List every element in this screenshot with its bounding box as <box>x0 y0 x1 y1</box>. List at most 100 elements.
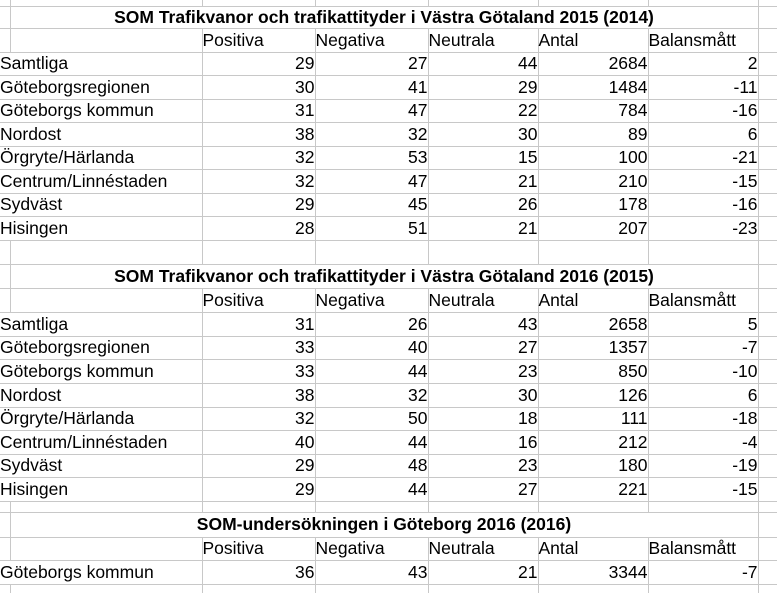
value-cell[interactable]: 23 <box>428 359 539 384</box>
row-label[interactable]: Centrum/Linnéstaden <box>0 430 203 455</box>
column-header-neutrala[interactable]: Neutrala <box>428 288 539 313</box>
value-cell[interactable]: -7 <box>648 336 759 360</box>
value-cell[interactable]: 29 <box>428 75 539 100</box>
value-cell[interactable]: 32 <box>315 383 429 408</box>
value-cell[interactable]: 6 <box>648 122 759 147</box>
value-cell[interactable]: 180 <box>538 454 649 478</box>
value-cell[interactable]: 44 <box>315 477 429 502</box>
row-label[interactable]: Göteborgs kommun <box>0 359 203 384</box>
row-label[interactable]: Nordost <box>0 383 203 408</box>
value-cell[interactable]: 45 <box>315 193 429 217</box>
value-cell[interactable]: -23 <box>648 216 759 241</box>
value-cell[interactable]: 2 <box>648 52 759 76</box>
column-header-antal[interactable]: Antal <box>538 537 649 561</box>
value-cell[interactable]: 38 <box>202 383 316 408</box>
column-header-balansmatt[interactable]: Balansmått <box>648 537 759 561</box>
value-cell[interactable]: -10 <box>648 359 759 384</box>
value-cell[interactable]: 2658 <box>538 312 649 337</box>
value-cell[interactable]: 47 <box>315 99 429 123</box>
value-cell[interactable]: 100 <box>538 146 649 170</box>
table1-title[interactable]: SOM Trafikvanor och trafikattityder i Vä… <box>10 6 759 29</box>
row-label[interactable]: Hisingen <box>0 477 203 502</box>
column-header-negativa[interactable]: Negativa <box>315 28 429 53</box>
column-header-positiva[interactable]: Positiva <box>202 537 316 561</box>
value-cell[interactable]: 29 <box>202 477 316 502</box>
value-cell[interactable]: 2684 <box>538 52 649 76</box>
value-cell[interactable]: 6 <box>648 383 759 408</box>
row-label[interactable]: Göteborgs kommun <box>0 560 203 585</box>
value-cell[interactable]: 31 <box>202 312 316 337</box>
row-label[interactable]: Nordost <box>0 122 203 147</box>
row-label[interactable]: Örgryte/Härlanda <box>0 407 203 431</box>
table2-title[interactable]: SOM Trafikvanor och trafikattityder i Vä… <box>10 264 759 289</box>
row-label[interactable]: Samtliga <box>0 52 203 76</box>
value-cell[interactable]: 27 <box>315 52 429 76</box>
value-cell[interactable]: -18 <box>648 407 759 431</box>
value-cell[interactable]: -21 <box>648 146 759 170</box>
value-cell[interactable]: 43 <box>315 560 429 585</box>
value-cell[interactable]: 38 <box>202 122 316 147</box>
value-cell[interactable]: 1357 <box>538 336 649 360</box>
value-cell[interactable]: -19 <box>648 454 759 478</box>
value-cell[interactable]: -16 <box>648 99 759 123</box>
value-cell[interactable]: 26 <box>428 193 539 217</box>
value-cell[interactable]: -15 <box>648 169 759 194</box>
value-cell[interactable]: 126 <box>538 383 649 408</box>
value-cell[interactable]: 26 <box>315 312 429 337</box>
value-cell[interactable]: 27 <box>428 477 539 502</box>
value-cell[interactable]: 784 <box>538 99 649 123</box>
row-label[interactable]: Centrum/Linnéstaden <box>0 169 203 194</box>
value-cell[interactable]: 21 <box>428 169 539 194</box>
value-cell[interactable]: 111 <box>538 407 649 431</box>
value-cell[interactable]: 43 <box>428 312 539 337</box>
value-cell[interactable]: 5 <box>648 312 759 337</box>
value-cell[interactable]: 178 <box>538 193 649 217</box>
value-cell[interactable]: 40 <box>315 336 429 360</box>
value-cell[interactable]: 207 <box>538 216 649 241</box>
value-cell[interactable]: 15 <box>428 146 539 170</box>
value-cell[interactable]: 44 <box>315 430 429 455</box>
value-cell[interactable]: 32 <box>202 169 316 194</box>
table3-title[interactable]: SOM-undersökningen i Göteborg 2016 (2016… <box>10 512 759 538</box>
row-label[interactable]: Samtliga <box>0 312 203 337</box>
column-header-neutrala[interactable]: Neutrala <box>428 537 539 561</box>
value-cell[interactable]: 30 <box>428 122 539 147</box>
row-label[interactable]: Göteborgsregionen <box>0 336 203 360</box>
value-cell[interactable]: 29 <box>202 193 316 217</box>
value-cell[interactable]: 29 <box>202 52 316 76</box>
value-cell[interactable]: 30 <box>202 75 316 100</box>
value-cell[interactable]: -16 <box>648 193 759 217</box>
value-cell[interactable]: 30 <box>428 383 539 408</box>
row-label[interactable]: Sydväst <box>0 454 203 478</box>
column-header-balansmatt[interactable]: Balansmått <box>648 28 759 53</box>
value-cell[interactable]: 850 <box>538 359 649 384</box>
value-cell[interactable]: 53 <box>315 146 429 170</box>
value-cell[interactable]: 31 <box>202 99 316 123</box>
value-cell[interactable]: -15 <box>648 477 759 502</box>
value-cell[interactable]: 29 <box>202 454 316 478</box>
value-cell[interactable]: 32 <box>315 122 429 147</box>
value-cell[interactable]: 40 <box>202 430 316 455</box>
value-cell[interactable]: 27 <box>428 336 539 360</box>
value-cell[interactable]: 32 <box>202 407 316 431</box>
value-cell[interactable]: 36 <box>202 560 316 585</box>
column-header-positiva[interactable]: Positiva <box>202 28 316 53</box>
value-cell[interactable]: 1484 <box>538 75 649 100</box>
value-cell[interactable]: 21 <box>428 216 539 241</box>
value-cell[interactable]: 18 <box>428 407 539 431</box>
value-cell[interactable]: 47 <box>315 169 429 194</box>
value-cell[interactable]: 23 <box>428 454 539 478</box>
value-cell[interactable]: 44 <box>428 52 539 76</box>
value-cell[interactable]: 51 <box>315 216 429 241</box>
row-label[interactable]: Hisingen <box>0 216 203 241</box>
row-label[interactable]: Sydväst <box>0 193 203 217</box>
column-header-neutrala[interactable]: Neutrala <box>428 28 539 53</box>
column-header-positiva[interactable]: Positiva <box>202 288 316 313</box>
value-cell[interactable]: 221 <box>538 477 649 502</box>
value-cell[interactable]: 41 <box>315 75 429 100</box>
value-cell[interactable]: 28 <box>202 216 316 241</box>
value-cell[interactable]: -4 <box>648 430 759 455</box>
value-cell[interactable]: 16 <box>428 430 539 455</box>
value-cell[interactable]: 212 <box>538 430 649 455</box>
column-header-antal[interactable]: Antal <box>538 28 649 53</box>
